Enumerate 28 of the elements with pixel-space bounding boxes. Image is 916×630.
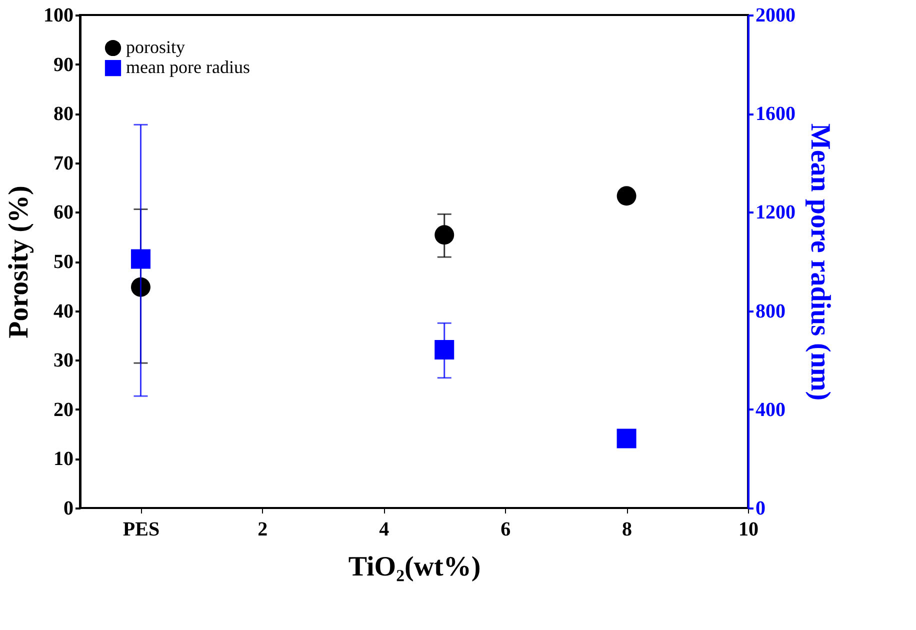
y2-tick-label: 0 <box>756 498 766 520</box>
y2-tick-label: 1600 <box>756 103 796 126</box>
y2-tick-label: 1200 <box>756 202 796 224</box>
y-tick-label: 20 <box>54 398 74 421</box>
y-tick-label: 80 <box>54 103 74 126</box>
y2-tick-label: 2000 <box>756 4 796 26</box>
y-tick-label: 70 <box>54 152 74 174</box>
x-tick-label: 10 <box>738 518 758 540</box>
y-tick-label: 30 <box>54 350 74 372</box>
x-tick-label: 8 <box>622 518 632 540</box>
y-tick-label: 10 <box>54 448 74 470</box>
y2-axis-title: Mean pore radius (nm) <box>804 123 836 401</box>
x-tick-label: 4 <box>379 518 390 540</box>
y-tick-label: 90 <box>54 54 74 76</box>
y-tick-label: 50 <box>54 251 74 273</box>
legend-label: mean pore radius <box>126 57 250 77</box>
y-tick-label: 100 <box>44 4 74 26</box>
y-axis-title: Porosity (%) <box>4 186 34 338</box>
y-tick-label: 40 <box>54 300 74 322</box>
y-tick-label: 60 <box>54 202 74 224</box>
y-tick-label: 0 <box>64 498 74 520</box>
y2-tick-label: 400 <box>756 398 786 421</box>
y2-tick-label: 800 <box>756 300 786 322</box>
x-tick-label: 6 <box>500 518 511 540</box>
x-tick-label: PES <box>122 518 160 540</box>
x-axis-title: TiO₂(wt%) <box>348 552 481 582</box>
legend-label: porosity <box>126 37 186 57</box>
x-tick-label: 2 <box>258 518 268 540</box>
